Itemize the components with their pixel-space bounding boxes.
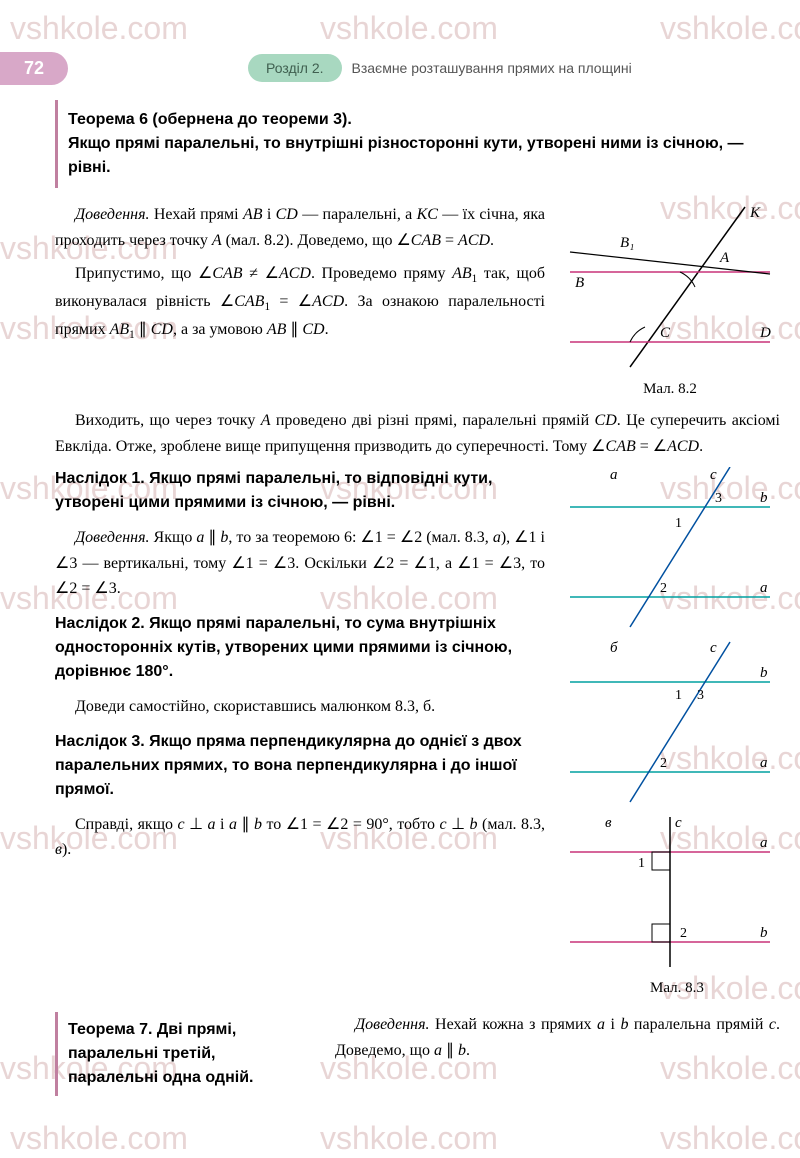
svg-text:A: A (719, 250, 730, 266)
watermark: vshkole.com (660, 10, 800, 47)
watermark: vshkole.com (320, 10, 498, 47)
svg-text:c: c (710, 640, 717, 656)
svg-text:1: 1 (675, 688, 682, 703)
svg-text:2: 2 (660, 756, 667, 771)
svg-text:C: C (660, 325, 671, 341)
svg-text:B: B (575, 275, 584, 291)
svg-text:а: а (610, 467, 618, 483)
section-label: Розділ 2. (248, 54, 341, 82)
svg-text:b: b (760, 925, 768, 941)
corollary-2: Наслідок 2. Якщо прямі паралельні, то су… (55, 612, 545, 684)
svg-text:a: a (760, 580, 768, 596)
svg-text:б: б (610, 640, 618, 656)
theorem-6-title: Теорема 6 (обернена до теореми 3). (68, 111, 352, 128)
svg-text:c: c (710, 467, 717, 483)
svg-text:B₁: B₁ (620, 235, 634, 251)
proof-1-text: Доведення. Нехай прямі AB і CD — паралел… (55, 202, 545, 398)
watermark: vshkole.com (10, 10, 188, 47)
svg-text:1: 1 (675, 516, 682, 531)
theorem-6-body: Якщо прямі паралельні, то внутрішні різн… (68, 135, 744, 176)
svg-text:D: D (759, 325, 771, 341)
svg-text:2: 2 (680, 926, 687, 941)
proof-1-continued: Виходить, що через точку A проведено дві… (55, 408, 780, 459)
svg-text:a: a (760, 835, 768, 851)
theorem-7-proof: Доведення. Нехай кожна з прямих a і b па… (335, 1012, 780, 1096)
corollary-1: Наслідок 1. Якщо прямі паралельні, то ві… (55, 467, 545, 515)
watermark: vshkole.com (320, 1120, 498, 1157)
svg-text:2: 2 (660, 581, 667, 596)
diagram-8-2: K B₁ A B C D Мал. 8.2 (560, 202, 780, 398)
page-header: 72 Розділ 2. Взаємне розташування прямих… (0, 50, 800, 86)
proof-3: Доведи самостійно, скориставшись малюнко… (55, 694, 545, 720)
proof-2: Доведення. Якщо a ∥ b, то за теоремою 6:… (55, 525, 545, 602)
theorem-6: Теорема 6 (обернена до теореми 3). Якщо … (55, 100, 780, 188)
svg-text:c: c (675, 815, 682, 831)
section-title: Взаємне розташування прямих на площині (352, 60, 632, 76)
page-number: 72 (0, 52, 68, 85)
proof-4: Справді, якщо c ⊥ a і a ∥ b то ∠1 = ∠2 =… (55, 812, 545, 863)
watermark: vshkole.com (660, 1120, 800, 1157)
svg-text:K: K (749, 205, 761, 221)
watermark: vshkole.com (10, 1120, 188, 1157)
svg-text:3: 3 (715, 491, 722, 506)
svg-text:1: 1 (638, 856, 645, 871)
corollary-3: Наслідок 3. Якщо пряма перпендикулярна д… (55, 730, 545, 802)
diagram-8-3: а c b a 3 1 2 б c b a 1 3 2 (560, 467, 780, 1002)
svg-text:a: a (760, 755, 768, 771)
svg-text:3: 3 (697, 688, 704, 703)
svg-text:Мал. 8.3: Мал. 8.3 (650, 980, 704, 996)
diagram-8-2-caption: Мал. 8.2 (560, 381, 780, 398)
theorem-7: Теорема 7. Дві прямі, паралельні третій,… (55, 1012, 315, 1096)
svg-text:b: b (760, 490, 768, 506)
svg-text:b: b (760, 665, 768, 681)
svg-text:в: в (605, 815, 612, 831)
